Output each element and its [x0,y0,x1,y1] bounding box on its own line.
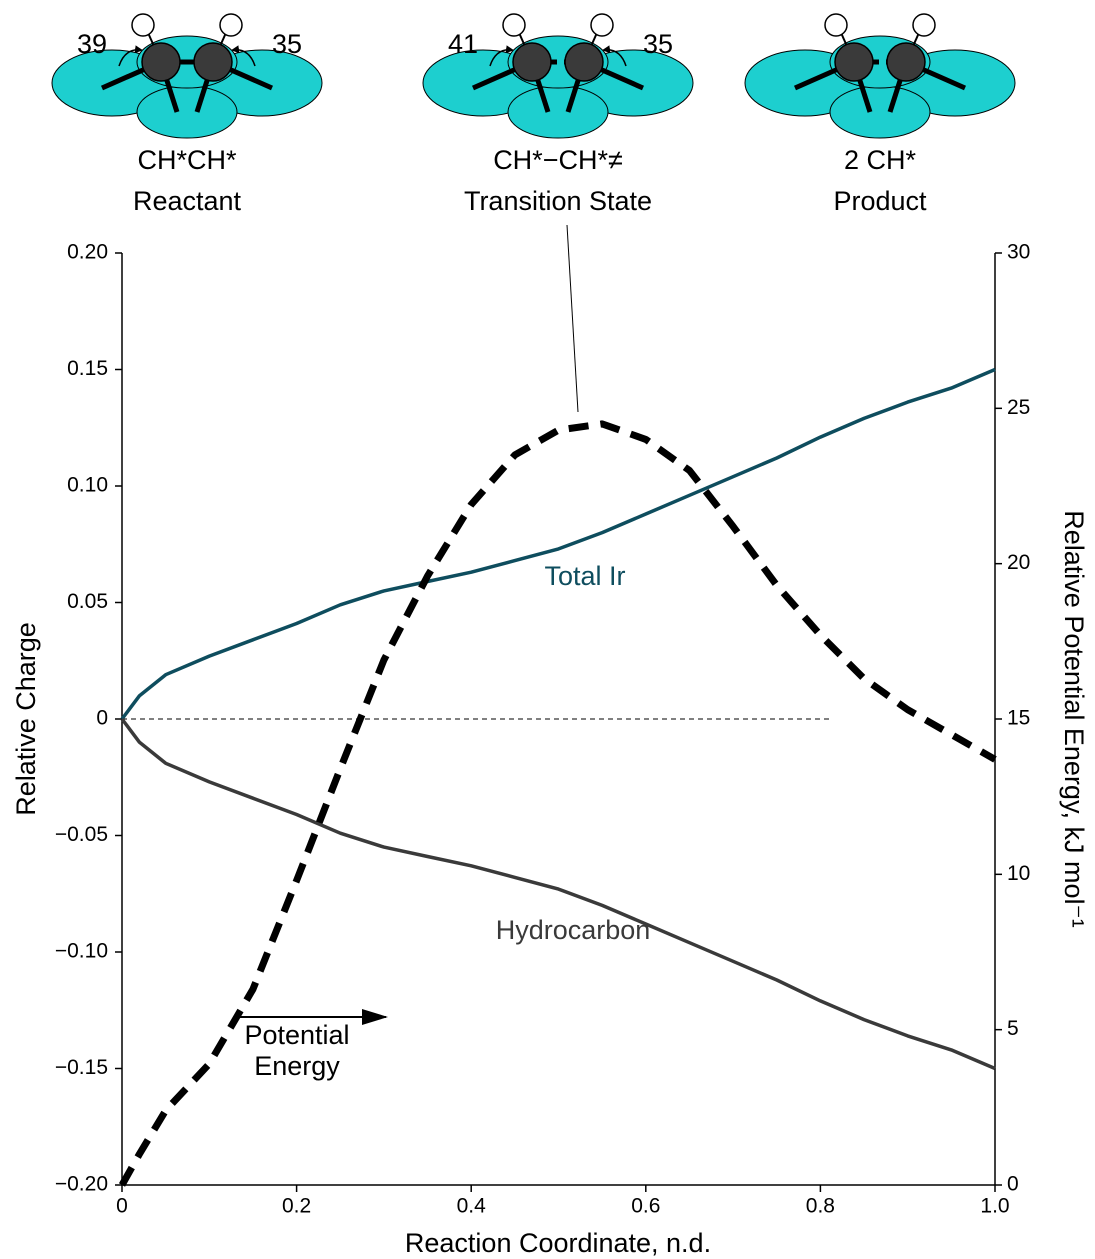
y2-tick-label: 0 [1007,1173,1019,1196]
y-tick-label: −0.20 [55,1173,108,1196]
y2-tick-label: 25 [1007,396,1030,419]
carbon-atom [887,43,925,81]
y-tick-label: 0.15 [67,357,108,380]
leader-line [567,225,578,412]
y2-axis-label: Relative Potential Energy, kJ mol⁻¹ [1059,510,1089,927]
charge-label: 35 [643,29,673,59]
hydrogen-atom [825,14,847,36]
y-tick-label: −0.10 [55,940,108,963]
structure-label: Transition State [464,186,652,216]
y2-tick-label: 20 [1007,551,1030,574]
charge-label: 41 [448,29,478,59]
hydrogen-atom [503,14,525,36]
structure-formula: CH*CH* [137,145,237,175]
carbon-atom [835,43,873,81]
carbon-atom [565,43,603,81]
y-tick-label: −0.15 [55,1056,108,1079]
charge-label: 35 [272,29,302,59]
structure-formula: 2 CH* [844,145,917,175]
charge-line [122,370,995,720]
structure-label: Reactant [133,186,242,216]
y-tick-label: −0.05 [55,823,108,846]
metal-atom [830,86,930,138]
y2-tick-label: 15 [1007,707,1030,730]
structure: 39 35 CH*CH* Reactant [52,14,322,216]
x-tick-label: 0 [116,1195,128,1218]
x-axis-label: Reaction Coordinate, n.d. [405,1228,711,1258]
y-tick-label: 0.20 [67,241,108,264]
metal-atom [137,86,237,138]
x-tick-label: 0.2 [282,1195,311,1218]
hydrogen-atom [591,14,613,36]
series-label: Total Ir [544,561,625,591]
x-tick-label: 0.6 [631,1195,660,1218]
series-label: Hydrocarbon [496,915,651,945]
carbon-atom [194,43,232,81]
series-label: Potential Energy [232,1020,362,1082]
carbon-atom [513,43,551,81]
y2-tick-label: 5 [1007,1017,1019,1040]
structure-formula: CH*−CH*≠ [493,145,623,175]
structure: 2 CH* Product [745,14,1015,216]
hydrogen-atom [220,14,242,36]
chart: 39 35 CH*CH* Reactant 41 35 CH*−CH*≠ Transition… [0,0,1095,1259]
series-label-box: Potential Energy [222,1020,372,1090]
hydrogen-atom [913,14,935,36]
y-tick-label: 0 [96,707,108,730]
y2-tick-label: 10 [1007,862,1030,885]
structures: 39 35 CH*CH* Reactant 41 35 CH*−CH*≠ Transition… [52,14,1015,216]
x-tick-label: 1.0 [980,1195,1009,1218]
y-axis-label: Relative Charge [11,622,41,816]
y-tick-label: 0.10 [67,474,108,497]
x-tick-label: 0.4 [457,1195,487,1218]
charge-label: 39 [77,29,107,59]
y-tick-label: 0.05 [67,590,108,613]
y2-tick-label: 30 [1007,241,1030,264]
metal-atom [508,86,608,138]
carbon-atom [142,43,180,81]
structure-label: Product [833,186,927,216]
hydrogen-atom [132,14,154,36]
structure: 41 35 CH*−CH*≠ Transition State [423,14,693,216]
x-tick-label: 0.8 [806,1195,835,1218]
